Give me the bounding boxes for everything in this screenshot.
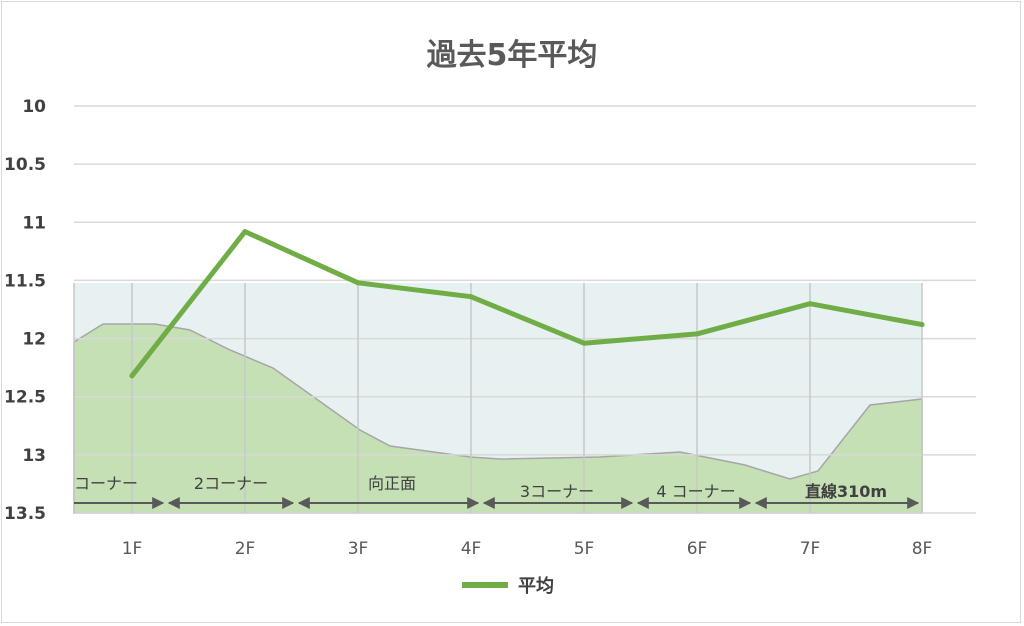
x-tick-label: 1F	[122, 539, 143, 559]
data-point	[807, 301, 813, 307]
x-tick-label: 2F	[235, 539, 256, 559]
segment-label: 2コーナー	[194, 474, 268, 493]
x-tick-label: 7F	[800, 539, 821, 559]
segment-label: 直線310m	[805, 482, 887, 501]
y-tick-label: 11.5	[4, 271, 46, 291]
grid	[73, 105, 976, 514]
data-point	[694, 331, 700, 337]
segment-label: コーナー	[74, 474, 138, 493]
segment-label: 向正面	[368, 474, 416, 493]
segment-label: 3コーナー	[520, 482, 594, 501]
y-axis: 10 10.5 11 11.5 12 12.5 13 13.5	[4, 97, 46, 524]
series-line	[129, 229, 925, 379]
data-point	[468, 294, 474, 300]
y-tick-label: 11	[22, 213, 46, 233]
chart-title: 過去5年平均	[426, 38, 598, 73]
data-point	[242, 229, 248, 235]
course-profile	[73, 323, 923, 514]
x-axis: 1F 2F 3F 4F 5F 6F 7F 8F	[122, 539, 933, 559]
course-segments: コーナー 2コーナー 向正面 3コーナー 4 コーナー 直線310m	[74, 474, 920, 509]
y-tick-label: 13.5	[4, 504, 46, 524]
y-tick-label: 12.5	[4, 388, 46, 408]
y-tick-label: 10	[22, 97, 46, 117]
series-layer	[129, 229, 925, 379]
x-tick-label: 6F	[687, 539, 708, 559]
legend-label: 平均	[518, 575, 554, 597]
x-tick-label: 4F	[461, 539, 482, 559]
y-tick-label: 12	[22, 330, 46, 350]
data-point	[129, 373, 135, 379]
data-point	[355, 280, 361, 286]
x-tick-label: 5F	[574, 539, 595, 559]
y-tick-label: 10.5	[4, 155, 46, 175]
data-point	[919, 322, 925, 328]
segment-label: 4 コーナー	[656, 482, 735, 501]
data-point	[581, 340, 587, 346]
x-tick-label: 3F	[348, 539, 369, 559]
y-tick-label: 13	[22, 446, 46, 466]
legend: 平均	[462, 575, 554, 597]
x-tick-label: 8F	[912, 539, 933, 559]
